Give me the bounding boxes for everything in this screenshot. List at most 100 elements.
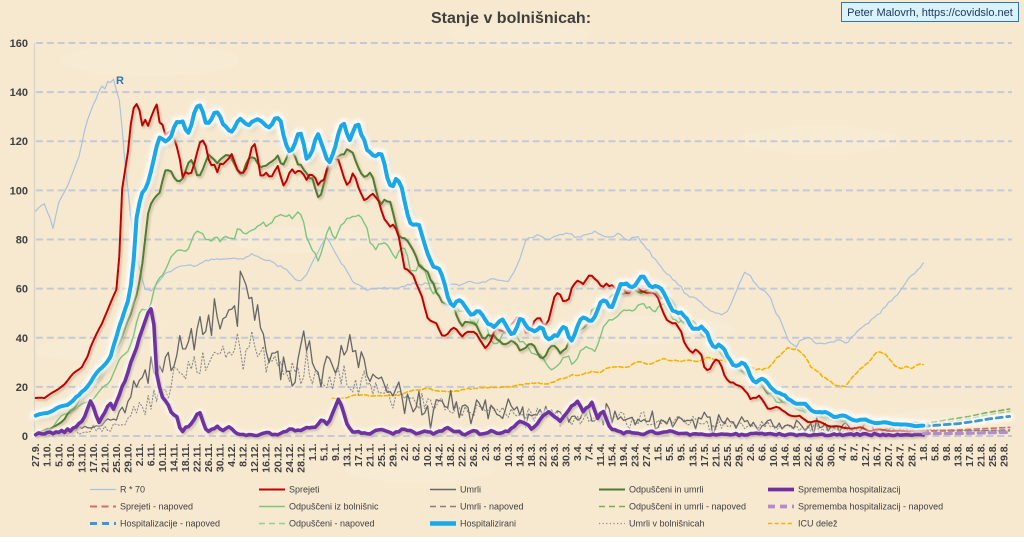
svg-text:13.1.: 13.1. <box>341 443 353 466</box>
svg-text:Hospitalizacije - napoved: Hospitalizacije - napoved <box>120 519 220 529</box>
svg-text:22.3.: 22.3. <box>537 443 549 466</box>
svg-text:160: 160 <box>10 38 28 50</box>
svg-text:2.11.: 2.11. <box>134 443 146 466</box>
svg-text:24.12.: 24.12. <box>284 443 296 472</box>
svg-text:17.8.: 17.8. <box>964 443 976 466</box>
svg-text:Odpuščeni - napoved: Odpuščeni - napoved <box>289 519 375 529</box>
svg-text:29.10.: 29.10. <box>122 443 134 472</box>
svg-text:28.7.: 28.7. <box>906 443 918 466</box>
svg-text:2.6.: 2.6. <box>745 443 757 461</box>
svg-text:17.10.: 17.10. <box>88 443 100 472</box>
svg-text:1.10.: 1.10. <box>42 443 54 466</box>
svg-text:1.5.: 1.5. <box>653 443 665 461</box>
svg-text:6.11.: 6.11. <box>146 443 158 466</box>
svg-text:17.5.: 17.5. <box>699 443 711 466</box>
svg-text:12.12.: 12.12. <box>249 443 261 472</box>
svg-text:9.8.: 9.8. <box>941 443 953 461</box>
svg-text:0: 0 <box>22 431 28 443</box>
svg-text:5.1.: 5.1. <box>318 443 330 461</box>
svg-text:Umrli: Umrli <box>460 485 481 495</box>
svg-text:Sprejeti: Sprejeti <box>289 485 320 495</box>
svg-text:14.6.: 14.6. <box>780 443 792 466</box>
svg-text:14.3.: 14.3. <box>514 443 526 466</box>
svg-text:13.10.: 13.10. <box>76 443 88 472</box>
svg-text:16.12.: 16.12. <box>261 443 273 472</box>
svg-text:6.2.: 6.2. <box>411 443 423 461</box>
svg-text:21.5.: 21.5. <box>710 443 722 466</box>
svg-text:21.10.: 21.10. <box>99 443 111 472</box>
svg-text:25.1.: 25.1. <box>376 443 388 466</box>
svg-text:1.1.: 1.1. <box>307 443 319 461</box>
svg-text:28.12.: 28.12. <box>295 443 307 472</box>
svg-text:21.8.: 21.8. <box>975 443 987 466</box>
svg-text:18.11.: 18.11. <box>180 443 192 472</box>
svg-text:14.11.: 14.11. <box>169 443 181 472</box>
svg-text:60: 60 <box>16 284 28 296</box>
svg-text:14.2.: 14.2. <box>434 443 446 466</box>
svg-text:5.5.: 5.5. <box>664 443 676 461</box>
svg-text:25.5.: 25.5. <box>722 443 734 466</box>
svg-text:22.2.: 22.2. <box>457 443 469 466</box>
svg-text:7.4.: 7.4. <box>584 443 596 461</box>
svg-text:4.7.: 4.7. <box>837 443 849 461</box>
svg-text:13.8.: 13.8. <box>952 443 964 466</box>
svg-text:27.4.: 27.4. <box>641 443 653 466</box>
svg-text:22.11.: 22.11. <box>192 443 204 472</box>
svg-text:20: 20 <box>16 382 28 394</box>
svg-text:Hospitalizirani: Hospitalizirani <box>460 519 516 529</box>
svg-text:Sprejeti - napoved: Sprejeti - napoved <box>120 502 193 512</box>
svg-text:30.6.: 30.6. <box>826 443 838 466</box>
svg-text:1.8.: 1.8. <box>918 443 930 461</box>
svg-text:2.3.: 2.3. <box>480 443 492 461</box>
svg-text:26.3.: 26.3. <box>549 443 561 466</box>
svg-text:30.3.: 30.3. <box>561 443 573 466</box>
svg-text:Umrli - napoved: Umrli - napoved <box>460 502 524 512</box>
svg-text:40: 40 <box>16 333 28 345</box>
svg-text:30.11.: 30.11. <box>215 443 227 472</box>
svg-text:23.4.: 23.4. <box>630 443 642 466</box>
svg-text:10.11.: 10.11. <box>157 443 169 472</box>
svg-text:10.3.: 10.3. <box>503 443 515 466</box>
svg-text:9.10.: 9.10. <box>65 443 77 466</box>
svg-text:Odpuščeni in umrli: Odpuščeni in umrli <box>629 485 704 495</box>
svg-text:ICU delež: ICU delež <box>798 519 838 529</box>
svg-text:8.12.: 8.12. <box>238 443 250 466</box>
svg-text:29.1.: 29.1. <box>388 443 400 466</box>
svg-text:13.5.: 13.5. <box>687 443 699 466</box>
svg-text:29.8.: 29.8. <box>999 443 1011 466</box>
svg-text:25.10.: 25.10. <box>111 443 123 472</box>
svg-text:Odpuščeni iz bolnišnic: Odpuščeni iz bolnišnic <box>289 502 379 512</box>
svg-text:21.1.: 21.1. <box>365 443 377 466</box>
svg-text:29.5.: 29.5. <box>733 443 745 466</box>
svg-text:26.11.: 26.11. <box>203 443 215 472</box>
svg-text:26.2.: 26.2. <box>468 443 480 466</box>
svg-text:Odpuščeni in umrli - napoved: Odpuščeni in umrli - napoved <box>629 502 746 512</box>
svg-text:2.2.: 2.2. <box>399 443 411 461</box>
svg-text:19.4.: 19.4. <box>618 443 630 466</box>
svg-text:18.2.: 18.2. <box>445 443 457 466</box>
svg-text:R: R <box>116 75 124 87</box>
svg-text:20.7.: 20.7. <box>883 443 895 466</box>
svg-text:27.9.: 27.9. <box>30 443 42 466</box>
svg-text:140: 140 <box>10 87 28 99</box>
svg-text:20.12.: 20.12. <box>272 443 284 472</box>
svg-text:9.1.: 9.1. <box>330 443 342 461</box>
svg-text:6.3.: 6.3. <box>491 443 503 461</box>
svg-text:15.4.: 15.4. <box>607 443 619 466</box>
svg-text:12.7.: 12.7. <box>860 443 872 466</box>
svg-text:16.7.: 16.7. <box>872 443 884 466</box>
svg-text:6.6.: 6.6. <box>756 443 768 461</box>
svg-text:18.3.: 18.3. <box>526 443 538 466</box>
svg-text:80: 80 <box>16 235 28 247</box>
svg-text:10.2.: 10.2. <box>422 443 434 466</box>
svg-text:5.8.: 5.8. <box>929 443 941 461</box>
svg-text:R * 70: R * 70 <box>120 485 145 495</box>
svg-text:26.6.: 26.6. <box>814 443 826 466</box>
svg-text:18.6.: 18.6. <box>791 443 803 466</box>
svg-text:10.6.: 10.6. <box>768 443 780 466</box>
svg-text:25.8.: 25.8. <box>987 443 999 466</box>
svg-text:9.5.: 9.5. <box>676 443 688 461</box>
svg-text:120: 120 <box>10 136 28 148</box>
svg-text:Peter Malovrh, https://covidsl: Peter Malovrh, https://covidslo.net <box>847 7 1013 19</box>
svg-text:100: 100 <box>10 185 28 197</box>
